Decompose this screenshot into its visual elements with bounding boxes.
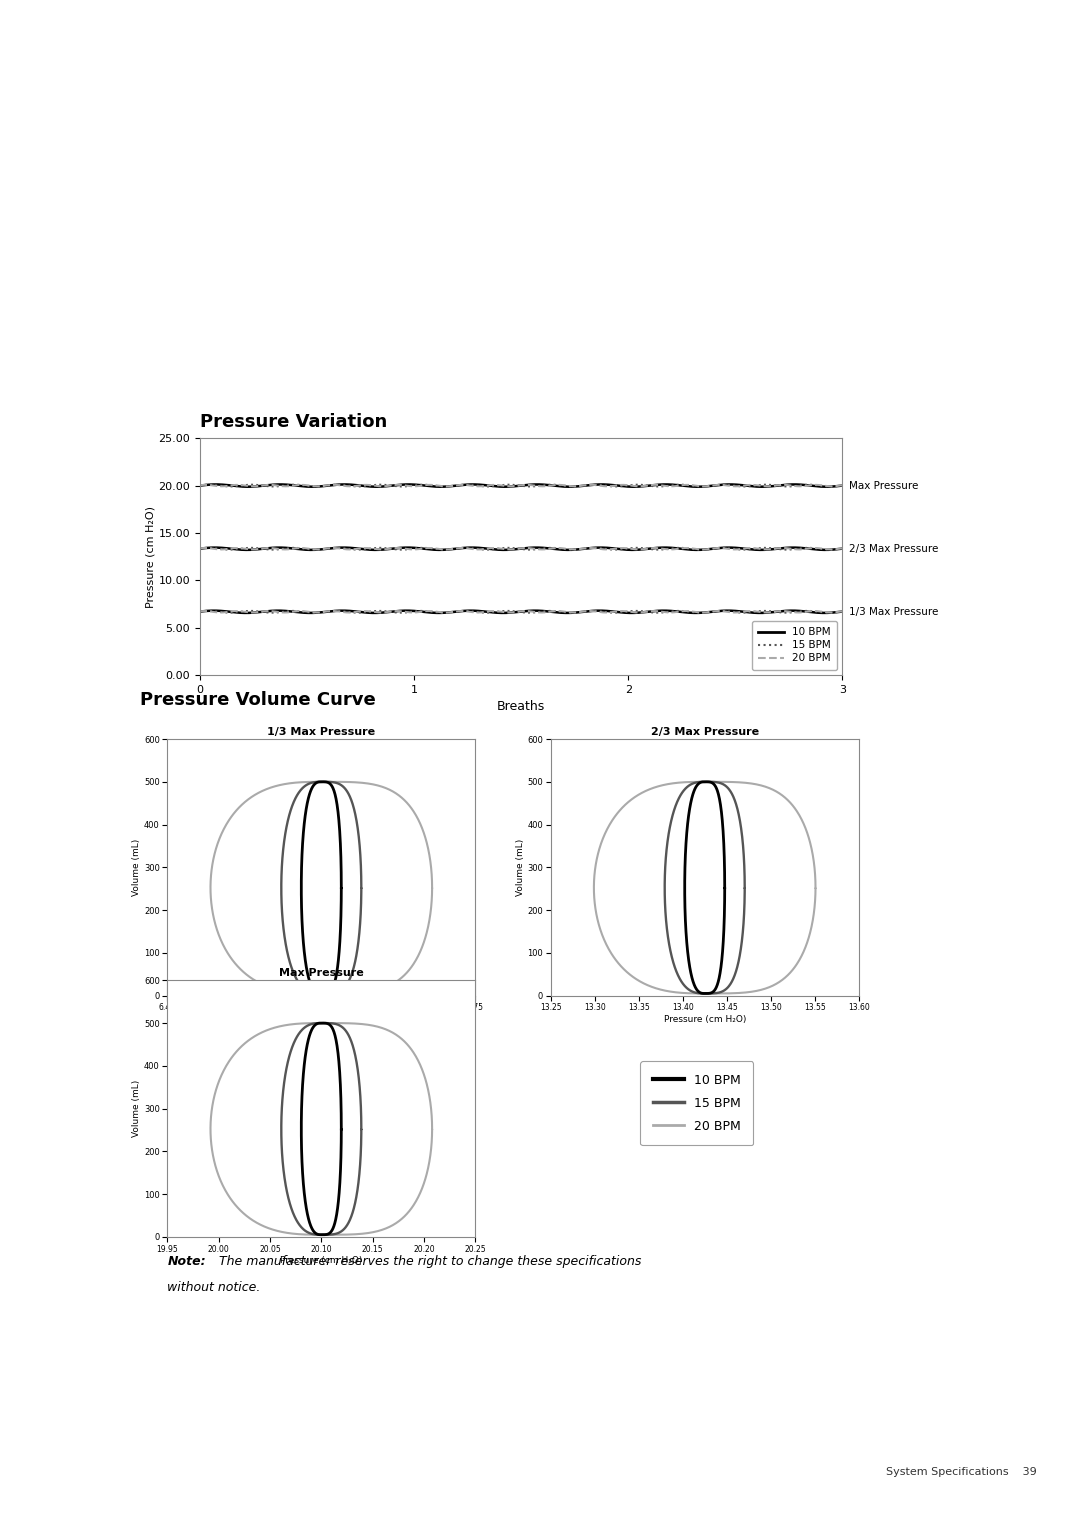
Title: 1/3 Max Pressure: 1/3 Max Pressure xyxy=(267,727,376,738)
Text: 1/3 Max Pressure: 1/3 Max Pressure xyxy=(849,606,939,617)
Title: Max Pressure: Max Pressure xyxy=(279,968,364,979)
Legend: 10 BPM, 15 BPM, 20 BPM: 10 BPM, 15 BPM, 20 BPM xyxy=(752,621,837,670)
Y-axis label: Volume (mL): Volume (mL) xyxy=(132,1080,141,1138)
Y-axis label: Volume (mL): Volume (mL) xyxy=(515,838,525,896)
Text: Max Pressure: Max Pressure xyxy=(849,481,918,490)
Y-axis label: Pressure (cm H₂O): Pressure (cm H₂O) xyxy=(146,505,156,608)
X-axis label: Pressure (cm H₂O): Pressure (cm H₂O) xyxy=(663,1015,746,1025)
Text: without notice.: without notice. xyxy=(167,1281,260,1295)
Y-axis label: Volume (mL): Volume (mL) xyxy=(132,838,141,896)
Text: The manufacturer reserves the right to change these specifications: The manufacturer reserves the right to c… xyxy=(219,1255,642,1269)
X-axis label: Breaths: Breaths xyxy=(497,701,545,713)
Text: System Specifications    39: System Specifications 39 xyxy=(886,1466,1037,1477)
Text: Pressure Variation: Pressure Variation xyxy=(200,412,387,431)
Title: 2/3 Max Pressure: 2/3 Max Pressure xyxy=(650,727,759,738)
X-axis label: Pressure (cm H₂O): Pressure (cm H₂O) xyxy=(280,1257,363,1266)
X-axis label: Pressure (cm H₂O): Pressure (cm H₂O) xyxy=(280,1015,363,1025)
Text: Pressure Volume Curve: Pressure Volume Curve xyxy=(140,690,376,709)
Text: Note:: Note: xyxy=(167,1255,206,1269)
Legend: 10 BPM, 15 BPM, 20 BPM: 10 BPM, 15 BPM, 20 BPM xyxy=(640,1061,753,1145)
Text: 2/3 Max Pressure: 2/3 Max Pressure xyxy=(849,544,939,554)
